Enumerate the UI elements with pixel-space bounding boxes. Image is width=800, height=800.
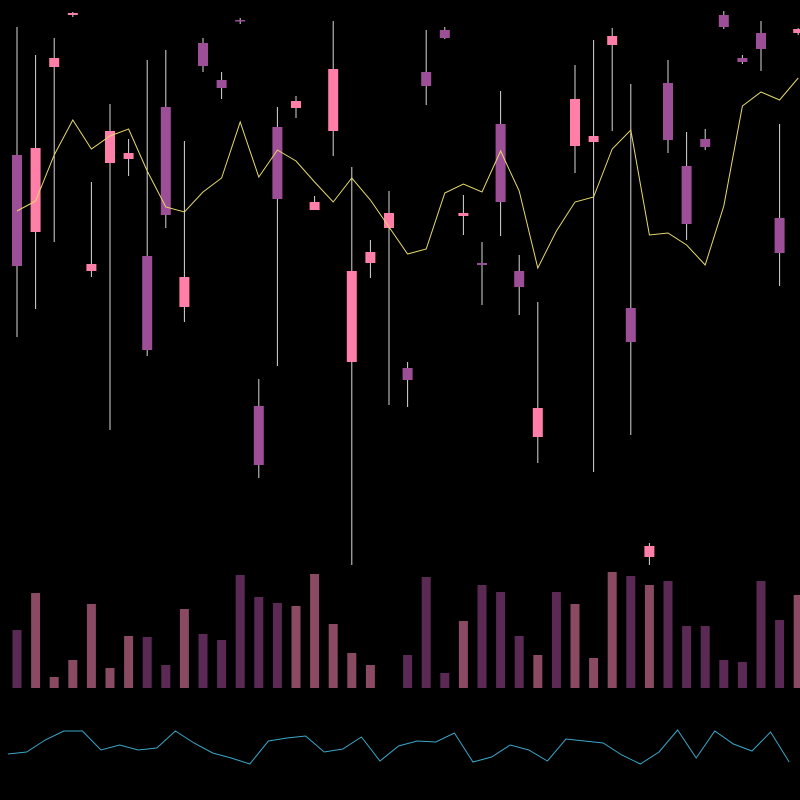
candle-body bbox=[198, 43, 208, 66]
candle-body bbox=[421, 72, 432, 86]
volume-bar bbox=[756, 581, 766, 688]
candle-body bbox=[607, 36, 618, 45]
candle-body bbox=[402, 368, 413, 380]
volume-bar bbox=[682, 626, 692, 688]
volume-bar bbox=[458, 621, 468, 688]
candle-body bbox=[123, 153, 134, 159]
volume-bar bbox=[607, 572, 617, 688]
candle-body bbox=[328, 69, 339, 131]
candle-body bbox=[235, 20, 246, 22]
candle-body bbox=[681, 166, 692, 224]
volume-bar bbox=[533, 655, 543, 688]
candle-body bbox=[346, 271, 357, 362]
candle-body bbox=[458, 213, 469, 216]
volume-bar bbox=[570, 604, 580, 688]
candle-body bbox=[216, 80, 227, 88]
volume-bar bbox=[105, 668, 115, 688]
volume-bar bbox=[403, 655, 413, 688]
candle-body bbox=[365, 252, 376, 263]
candle-body bbox=[272, 127, 283, 199]
candle-body bbox=[514, 271, 525, 287]
volume-bar bbox=[477, 585, 487, 688]
volume-bar bbox=[49, 677, 59, 688]
candle-body bbox=[737, 58, 748, 62]
volume-bar bbox=[124, 636, 134, 688]
candle-body bbox=[700, 139, 711, 147]
candle-body bbox=[67, 13, 78, 15]
volume-bar bbox=[421, 577, 431, 688]
volume-bar bbox=[31, 593, 41, 688]
moving-average-line bbox=[16, 77, 799, 270]
candle-body bbox=[644, 546, 655, 557]
candle-body bbox=[793, 29, 800, 33]
volume-bar bbox=[644, 585, 654, 688]
volume-bar bbox=[589, 658, 599, 688]
volume-bar bbox=[68, 660, 78, 688]
candle-body bbox=[588, 136, 599, 142]
candle-body bbox=[49, 58, 60, 67]
candle-body bbox=[439, 30, 450, 38]
volume-bar bbox=[663, 581, 673, 688]
volume-bar bbox=[737, 662, 747, 688]
volume-bar bbox=[217, 640, 227, 688]
candle-body bbox=[179, 277, 190, 307]
volume-bar bbox=[719, 660, 729, 688]
candle-body bbox=[105, 131, 115, 163]
volume-bar bbox=[310, 574, 320, 688]
volume-bar bbox=[272, 603, 282, 688]
volume-bar bbox=[775, 620, 785, 688]
volume-bar bbox=[793, 595, 800, 688]
candle-body bbox=[477, 263, 487, 265]
candle-body bbox=[384, 213, 394, 228]
candle-body bbox=[86, 264, 97, 271]
volume-bar bbox=[142, 637, 152, 688]
candle-body bbox=[160, 107, 171, 215]
volume-bar bbox=[347, 653, 357, 688]
volume-bar bbox=[365, 665, 375, 688]
volume-bar bbox=[235, 575, 245, 688]
candle-body bbox=[30, 148, 41, 232]
volume-bar bbox=[700, 626, 710, 688]
indicator-line bbox=[7, 729, 790, 765]
candle-body bbox=[253, 406, 264, 465]
volume-bar bbox=[86, 604, 96, 688]
candle-body bbox=[142, 256, 153, 350]
candle-body bbox=[663, 83, 673, 140]
candle-body bbox=[625, 308, 636, 342]
volume-bar bbox=[514, 636, 524, 688]
candle-body bbox=[570, 99, 580, 146]
volume-bar bbox=[291, 606, 301, 688]
volume-bar bbox=[254, 597, 264, 688]
volume-bar bbox=[626, 576, 636, 688]
candle-body bbox=[291, 101, 301, 108]
volume-bar bbox=[161, 665, 171, 688]
volume-bar bbox=[12, 630, 22, 688]
candle-body bbox=[309, 202, 320, 210]
candle-body bbox=[718, 15, 729, 27]
candle-body bbox=[774, 218, 785, 253]
volume-bar bbox=[328, 624, 338, 688]
volume-bar bbox=[179, 609, 189, 688]
volume-bar bbox=[551, 592, 561, 688]
volume-bar bbox=[198, 634, 208, 688]
candle-body bbox=[756, 33, 766, 49]
candle-body bbox=[495, 124, 506, 202]
volume-bar bbox=[496, 592, 506, 688]
volume-bar bbox=[440, 673, 450, 688]
candle-body bbox=[532, 408, 543, 437]
